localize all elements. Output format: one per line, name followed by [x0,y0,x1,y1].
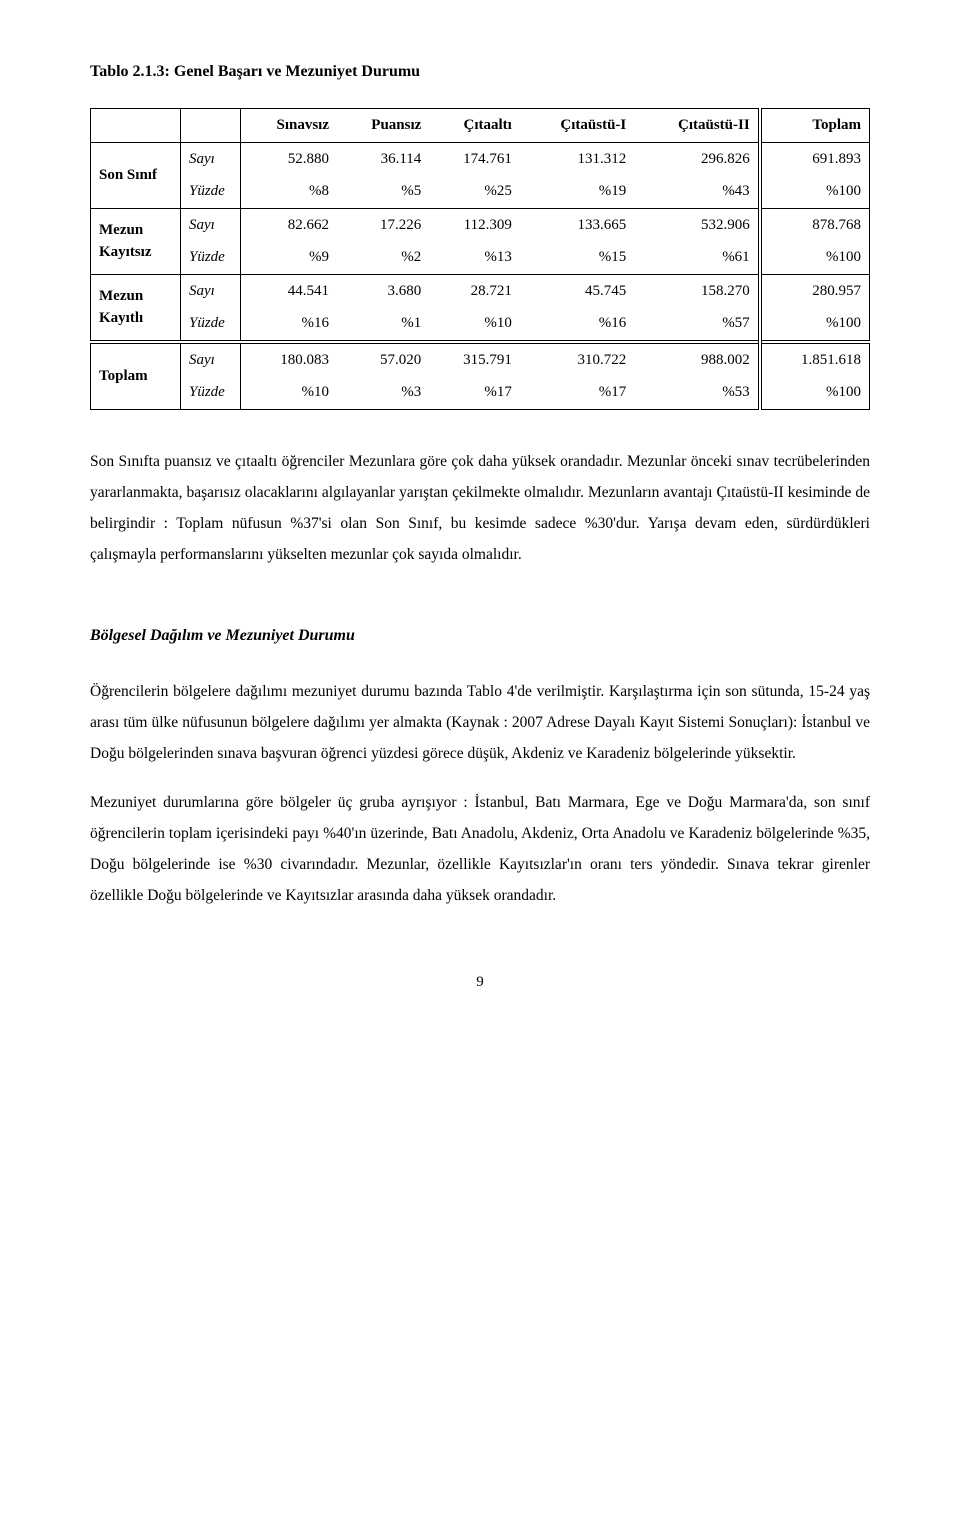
cell: 280.957 [760,274,870,307]
table-row: Toplam Sayı 180.083 57.020 315.791 310.7… [91,342,870,377]
col-citaustu2: Çıtaüstü-II [634,109,759,143]
cell: %16 [520,307,634,342]
cell: %2 [337,241,429,274]
row-group-mezun-kayitli: Mezun Kayıtlı [91,274,181,342]
col-toplam: Toplam [760,109,870,143]
table-row: Yüzde %16 %1 %10 %16 %57 %100 [91,307,870,342]
cell: %10 [241,376,338,409]
cell: 315.791 [429,342,520,377]
cell: 1.851.618 [760,342,870,377]
table-row: Son Sınıf Sayı 52.880 36.114 174.761 131… [91,142,870,175]
cell: %10 [429,307,520,342]
cell: 28.721 [429,274,520,307]
cell: %8 [241,175,338,208]
cell: 36.114 [337,142,429,175]
cell: 133.665 [520,208,634,241]
cell: 691.893 [760,142,870,175]
cell: %53 [634,376,759,409]
data-table: Sınavsız Puansız Çıtaaltı Çıtaüstü-I Çıt… [90,108,870,410]
cell: %100 [760,376,870,409]
col-sinavsiz: Sınavsız [241,109,338,143]
cell: %9 [241,241,338,274]
cell: %25 [429,175,520,208]
cell: 988.002 [634,342,759,377]
table-row: Yüzde %8 %5 %25 %19 %43 %100 [91,175,870,208]
cell: 296.826 [634,142,759,175]
cell: %17 [520,376,634,409]
table-row: Yüzde %10 %3 %17 %17 %53 %100 [91,376,870,409]
paragraph-2: Öğrencilerin bölgelere dağılımı mezuniye… [90,676,870,769]
cell: %17 [429,376,520,409]
col-citaalti: Çıtaaltı [429,109,520,143]
cell: %100 [760,241,870,274]
cell: %61 [634,241,759,274]
paragraph-3: Mezuniyet durumlarına göre bölgeler üç g… [90,787,870,911]
cell: %16 [241,307,338,342]
row-sub-label: Sayı [181,342,241,377]
table-title: Tablo 2.1.3: Genel Başarı ve Mezuniyet D… [90,60,870,84]
col-puansiz: Puansız [337,109,429,143]
cell: 17.226 [337,208,429,241]
cell: 878.768 [760,208,870,241]
cell: 174.761 [429,142,520,175]
cell: 532.906 [634,208,759,241]
row-sub-label: Yüzde [181,241,241,274]
row-sub-label: Yüzde [181,376,241,409]
row-group-mezun-kayitsiz: Mezun Kayıtsız [91,208,181,274]
cell: %1 [337,307,429,342]
cell: %57 [634,307,759,342]
cell: 82.662 [241,208,338,241]
table-row: Mezun Kayıtsız Sayı 82.662 17.226 112.30… [91,208,870,241]
cell: 3.680 [337,274,429,307]
cell: 112.309 [429,208,520,241]
row-group-son-sinif: Son Sınıf [91,142,181,208]
cell: %19 [520,175,634,208]
cell: %15 [520,241,634,274]
col-citaustu1: Çıtaüstü-I [520,109,634,143]
cell: %13 [429,241,520,274]
cell: 45.745 [520,274,634,307]
cell: 57.020 [337,342,429,377]
table-row: Yüzde %9 %2 %13 %15 %61 %100 [91,241,870,274]
row-sub-label: Yüzde [181,175,241,208]
row-sub-label: Yüzde [181,307,241,342]
cell: %3 [337,376,429,409]
row-group-toplam: Toplam [91,342,181,410]
cell: 180.083 [241,342,338,377]
cell: %5 [337,175,429,208]
row-sub-label: Sayı [181,142,241,175]
cell: 158.270 [634,274,759,307]
cell: 44.541 [241,274,338,307]
section-heading: Bölgesel Dağılım ve Mezuniyet Durumu [90,624,870,648]
cell: 52.880 [241,142,338,175]
cell: 131.312 [520,142,634,175]
page-number: 9 [90,971,870,994]
cell: %100 [760,175,870,208]
row-sub-label: Sayı [181,208,241,241]
cell: %100 [760,307,870,342]
cell: %43 [634,175,759,208]
paragraph-1: Son Sınıfta puansız ve çıtaaltı öğrencil… [90,446,870,570]
table-header-row: Sınavsız Puansız Çıtaaltı Çıtaüstü-I Çıt… [91,109,870,143]
cell: 310.722 [520,342,634,377]
table-row: Mezun Kayıtlı Sayı 44.541 3.680 28.721 4… [91,274,870,307]
row-sub-label: Sayı [181,274,241,307]
